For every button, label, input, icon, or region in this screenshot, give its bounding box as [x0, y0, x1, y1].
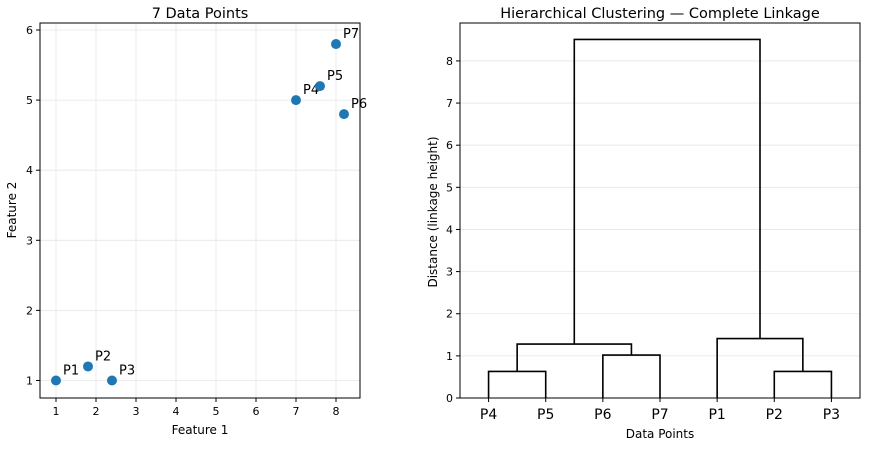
scatter-xtick-label: 5	[213, 405, 220, 418]
dendrogram-leaf-label-p2: P2	[766, 407, 783, 423]
scatter-ytick-label: 4	[26, 164, 33, 177]
scatter-ticks: 1 2 3 4 5 6 7 8 1 2 3 4 5 6	[26, 24, 340, 418]
dendrogram-xlabel: Data Points	[626, 427, 695, 441]
dendrogram-leaves: P4 P5 P6 P7 P1 P2 P3	[480, 407, 840, 423]
dendrogram-links	[487, 38, 833, 398]
dendrogram-ticks: 0 1 2 3 4 5 6 7 8	[446, 55, 832, 405]
scatter-point-label: P5	[327, 69, 343, 84]
scatter-point-p3	[107, 375, 117, 386]
dendrogram-link-0	[487, 370, 547, 398]
scatter-xlabel: Feature 1	[172, 423, 229, 437]
scatter-ytick-label: 2	[26, 304, 33, 317]
scatter-point-p4	[291, 95, 301, 106]
scatter-xtick-label: 2	[93, 405, 100, 418]
scatter-point-p7	[331, 39, 341, 50]
dendrogram-ytick-label: 3	[446, 266, 453, 279]
dendrogram-leaf-label-p6: P6	[594, 407, 611, 423]
scatter-xtick-label: 8	[333, 405, 340, 418]
scatter-title: 7 Data Points	[152, 6, 249, 22]
dendrogram-leaf-label-p5: P5	[537, 407, 554, 423]
dendrogram-ytick-label: 6	[446, 139, 453, 152]
scatter-point-label: P1	[63, 363, 79, 378]
scatter-point-label: P6	[351, 97, 367, 112]
dendrogram-grid	[460, 60, 860, 399]
dendrogram-leaf-label-p1: P1	[708, 407, 725, 423]
scatter-point-p5	[315, 81, 325, 92]
dendrogram-link-1	[602, 354, 661, 398]
scatter-xtick-label: 6	[253, 405, 260, 418]
scatter-xtick-label: 3	[133, 405, 140, 418]
scatter-xtick-label: 7	[293, 405, 300, 418]
dendrogram-ytick-label: 2	[446, 308, 453, 321]
dendrogram-link-5	[573, 38, 761, 345]
scatter-ytick-label: 5	[26, 94, 33, 107]
dendrogram-ylabel: Distance (linkage height)	[426, 136, 440, 287]
scatter-point-label: P2	[95, 349, 111, 364]
scatter-point-p6	[339, 109, 349, 120]
dendrogram-ytick-label: 0	[446, 392, 453, 405]
dendrogram-ytick-label: 7	[446, 97, 453, 110]
scatter-plot-frame	[39, 22, 361, 399]
dendrogram-leaf-label-p4: P4	[480, 407, 497, 423]
scatter-point-label: P3	[119, 363, 135, 378]
scatter-ytick-label: 6	[26, 24, 33, 37]
dendrogram-chart: Hierarchical Clustering — Complete Linka…	[426, 6, 861, 441]
scatter-ylabel: Feature 2	[5, 182, 19, 239]
scatter-ytick-label: 3	[26, 234, 33, 247]
dendrogram-ytick-label: 8	[446, 55, 453, 68]
dendrogram-link-3	[773, 370, 833, 398]
dendrogram-title: Hierarchical Clustering — Complete Linka…	[500, 6, 820, 22]
dendrogram-ytick-label: 5	[446, 181, 453, 194]
scatter-point-p1	[51, 375, 61, 386]
scatter-xtick-label: 4	[173, 405, 180, 418]
scatter-point-label: P7	[343, 27, 359, 42]
scatter-point-p2	[83, 361, 93, 372]
dendrogram-ytick-label: 1	[446, 350, 453, 363]
scatter-ytick-label: 1	[26, 374, 33, 387]
dendrogram-link-2	[516, 343, 633, 372]
dendrogram-leaf-label-p3: P3	[823, 407, 840, 423]
scatter-xtick-label: 1	[53, 405, 60, 418]
dendrogram-plot-frame	[459, 22, 861, 399]
dendrogram-leaf-label-p7: P7	[651, 407, 668, 423]
dendrogram-ytick-label: 4	[446, 223, 453, 236]
scatter-grid	[40, 23, 360, 398]
dendrogram-link-4	[716, 337, 804, 398]
